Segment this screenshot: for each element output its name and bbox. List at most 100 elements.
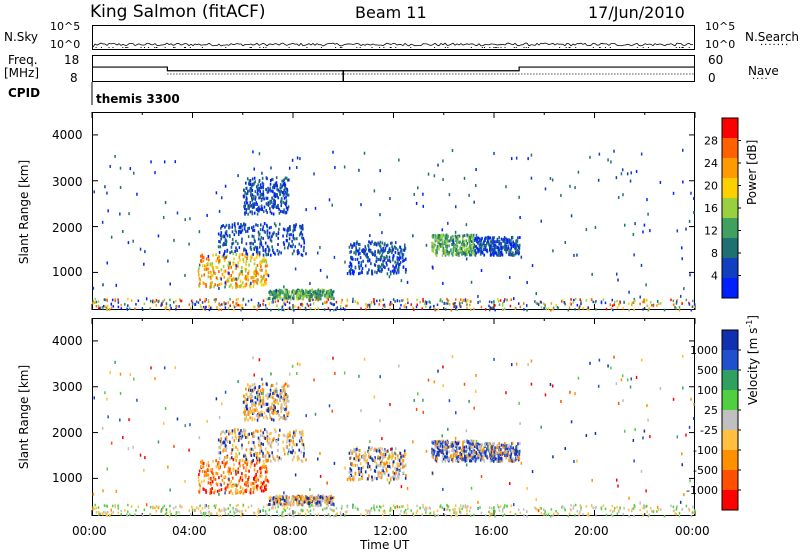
- power-pixel: [291, 239, 293, 243]
- nsearch-dot: [500, 47, 502, 48]
- velocity-ground-pixel: [398, 505, 401, 509]
- power-pixel: [464, 252, 467, 256]
- velocity-pixel: [213, 491, 215, 495]
- velocity-pixel: [299, 432, 302, 436]
- velocity-pixel: [438, 449, 441, 453]
- power-pixel: [287, 227, 289, 231]
- power-ground-pixel: [252, 305, 255, 309]
- power-pixel: [292, 294, 295, 298]
- power-pixel: [551, 178, 554, 182]
- velocity-pixel: [376, 477, 378, 481]
- power-pixel: [256, 202, 258, 206]
- velocity-pixel: [281, 385, 283, 389]
- velocity-ground-pixel: [252, 511, 255, 515]
- power-pixel: [154, 171, 156, 175]
- power-pixel: [615, 272, 618, 276]
- velocity-pixel: [220, 474, 223, 478]
- power-ground-pixel: [660, 302, 662, 305]
- velocity-ground-pixel: [309, 513, 312, 516]
- velocity-pixel: [453, 454, 456, 458]
- velocity-ground-pixel: [468, 509, 471, 513]
- velocity-pixel: [358, 470, 360, 474]
- velocity-pixel: [269, 499, 272, 503]
- power-pixel: [253, 275, 256, 279]
- velocity-pixel: [245, 480, 247, 484]
- velocity-pixel: [615, 478, 618, 482]
- velocity-pixel: [259, 392, 262, 396]
- power-ground-pixel: [134, 307, 136, 311]
- power-pixel: [248, 226, 251, 230]
- nsky-trace-segment: [316, 43, 320, 46]
- power-pixel: [399, 261, 402, 265]
- velocity-pixel: [216, 472, 219, 476]
- power-pixel: [239, 253, 241, 257]
- power-pixel: [219, 226, 222, 230]
- power-pixel: [569, 184, 571, 188]
- velocity-pixel: [374, 459, 377, 463]
- power-pixel: [259, 268, 261, 272]
- power-pixel: [284, 202, 286, 206]
- velocity-pixel: [477, 453, 479, 457]
- velocity-ground-pixel: [165, 511, 168, 515]
- nsearch-dot: [125, 47, 127, 48]
- power-pixel: [475, 233, 478, 237]
- nsky-trace-segment: [514, 43, 518, 46]
- nsearch-dot: [263, 47, 265, 48]
- velocity-pixel: [512, 446, 514, 450]
- velocity-ground-pixel: [175, 505, 177, 509]
- velocity-pixel: [301, 459, 304, 463]
- power-pixel: [269, 210, 272, 214]
- power-pixel: [250, 241, 253, 245]
- velocity-ground-pixel: [441, 506, 443, 509]
- power-pixel: [215, 276, 218, 280]
- power-pixel: [519, 236, 521, 240]
- velocity-pixel: [197, 479, 200, 483]
- power-pixel: [119, 185, 122, 189]
- power-ground-pixel: [425, 305, 427, 308]
- velocity-pixel: [235, 445, 237, 449]
- power-pixel: [397, 251, 400, 255]
- velocity-pixel: [499, 459, 502, 463]
- power-pixel: [218, 286, 220, 290]
- power-pixel: [381, 241, 384, 245]
- velocity-pixel: [489, 457, 492, 461]
- power-pixel: [226, 254, 228, 258]
- velocity-ground-pixel: [98, 513, 100, 516]
- velocity-pixel: [498, 457, 501, 461]
- power-pixel: [382, 259, 384, 263]
- velocity-pixel: [286, 384, 289, 388]
- power-pixel: [260, 275, 262, 279]
- velocity-pixel: [265, 458, 268, 462]
- velocity-pixel: [291, 458, 294, 462]
- nsky-trace-segment: [152, 43, 156, 46]
- velocity-pixel: [267, 459, 270, 463]
- nsky-trace-segment: [512, 43, 516, 46]
- velocity-pixel: [245, 414, 248, 418]
- velocity-pixel: [517, 442, 519, 446]
- velocity-pixel: [353, 457, 355, 461]
- power-pixel: [233, 233, 236, 237]
- power-pixel: [351, 246, 353, 250]
- velocity-pixel: [173, 444, 175, 448]
- nsky-trace-segment: [356, 42, 360, 45]
- velocity-pixel: [275, 440, 278, 444]
- velocity-pixel: [269, 407, 271, 411]
- nsearch-dot: [609, 47, 611, 48]
- velocity-pixel: [432, 448, 435, 452]
- velocity-pixel: [275, 500, 277, 504]
- power-pixel: [294, 237, 296, 241]
- power-pixel: [231, 225, 234, 229]
- velocity-pixel: [231, 436, 234, 440]
- power-pixel: [474, 253, 477, 257]
- nsky-trace-segment: [502, 43, 506, 46]
- velocity-pixel: [276, 393, 278, 397]
- velocity-pixel: [283, 434, 286, 438]
- power-ground-pixel: [271, 301, 273, 304]
- power-pixel: [302, 237, 305, 241]
- power-pixel: [400, 279, 403, 283]
- power-pixel: [219, 233, 222, 237]
- velocity-pixel: [209, 468, 212, 472]
- velocity-ground-pixel: [244, 509, 247, 512]
- velocity-pixel: [176, 417, 179, 421]
- power-pixel: [350, 256, 352, 260]
